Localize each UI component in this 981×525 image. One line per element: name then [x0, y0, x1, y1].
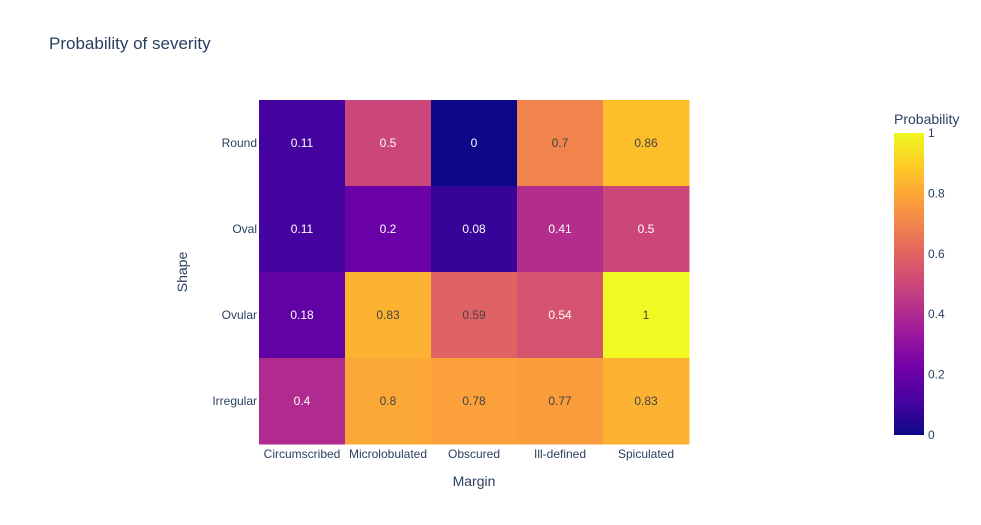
cell-value-label: 0.2 — [380, 222, 397, 236]
colorbar-tick-label: 0.2 — [928, 368, 945, 382]
heatmap-cell — [431, 272, 518, 359]
heatmap-cell — [431, 100, 518, 187]
cell-value-label: 0.83 — [376, 308, 400, 322]
heatmap-cell — [603, 358, 690, 445]
x-axis-label: Margin — [453, 473, 496, 489]
heatmap-cell — [259, 186, 346, 273]
chart-title: Probability of severity — [49, 34, 211, 53]
cell-value-label: 0.08 — [462, 222, 486, 236]
cell-value-label: 0.4 — [294, 394, 311, 408]
x-tick-label: Spiculated — [618, 447, 674, 461]
colorbar-tick-label: 0.4 — [928, 307, 945, 321]
y-axis-label: Shape — [174, 252, 190, 293]
cell-value-label: 0.83 — [634, 394, 658, 408]
x-tick-label: Ill-defined — [534, 447, 586, 461]
cell-value-label: 0.5 — [380, 136, 397, 150]
cell-value-label: 0.86 — [634, 136, 658, 150]
heatmap-cell — [517, 272, 604, 359]
heatmap-cell — [259, 272, 346, 359]
y-tick-label: Oval — [232, 222, 257, 236]
heatmap-cell — [431, 358, 518, 445]
heatmap-cell — [345, 272, 432, 359]
x-tick-label: Circumscribed — [264, 447, 341, 461]
heatmap-cell — [345, 358, 432, 445]
cell-value-label: 0.7 — [552, 136, 569, 150]
cell-value-label: 0.18 — [290, 308, 314, 322]
heatmap-cell — [517, 186, 604, 273]
heatmap-cell — [603, 186, 690, 273]
cell-value-label: 0.59 — [462, 308, 486, 322]
colorbar-tick-label: 0.6 — [928, 247, 945, 261]
heatmap-cell — [603, 272, 690, 359]
cell-value-label: 0.11 — [291, 222, 314, 236]
y-tick-label: Ovular — [222, 308, 257, 322]
heatmap-cell — [259, 358, 346, 445]
y-tick-label: Round — [222, 136, 257, 150]
colorbar-title: Probability — [894, 111, 959, 127]
cell-value-label: 0 — [471, 136, 478, 150]
cell-value-label: 0.54 — [548, 308, 572, 322]
colorbar-tick-label: 0.8 — [928, 186, 945, 200]
colorbar-tick-label: 0 — [928, 428, 935, 442]
cell-value-label: 1 — [643, 308, 650, 322]
heatmap-cell — [517, 100, 604, 187]
cell-value-label: 0.5 — [638, 222, 655, 236]
cell-value-label: 0.78 — [462, 394, 486, 408]
y-tick-label: Irregular — [212, 394, 257, 408]
heatmap-cell — [517, 358, 604, 445]
x-tick-label: Obscured — [448, 447, 500, 461]
heatmap-cell — [431, 186, 518, 273]
cell-value-label: 0.11 — [291, 136, 314, 150]
heatmap-cell — [603, 100, 690, 187]
heatmap-cell — [345, 186, 432, 273]
cell-value-label: 0.8 — [380, 394, 397, 408]
heatmap-cell — [259, 100, 346, 187]
heatmap-cell — [345, 100, 432, 187]
colorbar — [894, 133, 924, 435]
x-tick-label: Microlobulated — [349, 447, 427, 461]
cell-value-label: 0.41 — [548, 222, 572, 236]
colorbar-tick-label: 1 — [928, 126, 935, 140]
cell-value-label: 0.77 — [548, 394, 572, 408]
